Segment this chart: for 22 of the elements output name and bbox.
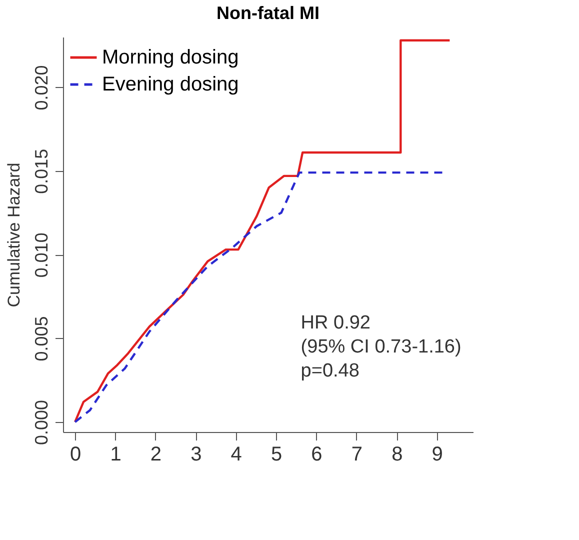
x-tick-label: 8 xyxy=(392,444,403,466)
x-tick-label: 9 xyxy=(432,444,443,466)
legend-label: Morning dosing xyxy=(102,46,239,68)
annotation: p=0.48 xyxy=(300,360,360,382)
x-tick-label: 1 xyxy=(110,444,122,466)
x-tick-label: 6 xyxy=(311,444,322,466)
y-tick-label: 0.015 xyxy=(32,148,52,194)
y-tick-label: 0.005 xyxy=(32,316,52,362)
x-tick-label: 7 xyxy=(351,444,362,466)
annotation: HR 0.92 xyxy=(300,312,371,334)
x-tick-label: 0 xyxy=(70,444,82,466)
y-tick-label: 0.010 xyxy=(32,232,52,278)
x-tick-label: 2 xyxy=(150,444,162,466)
x-tick-label: 5 xyxy=(270,444,282,466)
x-tick-label: 3 xyxy=(190,444,202,466)
x-tick-label: 4 xyxy=(230,444,242,466)
annotation: (95% CI 0.73-1.16) xyxy=(300,336,462,358)
y-axis-title: Cumulative Hazard xyxy=(4,162,24,308)
y-tick-label: 0.020 xyxy=(32,65,52,110)
y-tick-label: 0.000 xyxy=(32,400,52,445)
chart-title: Non-fatal MI xyxy=(216,3,320,23)
legend-label: Evening dosing xyxy=(102,74,239,96)
